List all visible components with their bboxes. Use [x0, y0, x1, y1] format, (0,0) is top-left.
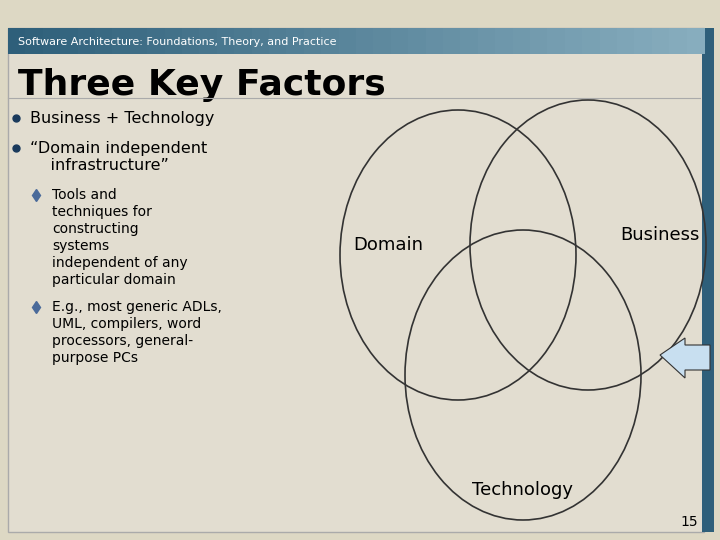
Text: Tools and: Tools and — [52, 188, 117, 202]
FancyBboxPatch shape — [356, 28, 374, 54]
Text: UML, compilers, word: UML, compilers, word — [52, 317, 202, 331]
FancyBboxPatch shape — [287, 28, 305, 54]
Text: Business: Business — [621, 226, 700, 244]
FancyBboxPatch shape — [600, 28, 618, 54]
FancyBboxPatch shape — [582, 28, 600, 54]
FancyBboxPatch shape — [443, 28, 461, 54]
Text: systems: systems — [52, 239, 109, 253]
FancyBboxPatch shape — [408, 28, 426, 54]
FancyBboxPatch shape — [199, 28, 217, 54]
Text: “Domain independent: “Domain independent — [30, 140, 207, 156]
FancyBboxPatch shape — [530, 28, 548, 54]
FancyBboxPatch shape — [564, 28, 582, 54]
FancyBboxPatch shape — [460, 28, 478, 54]
FancyBboxPatch shape — [495, 28, 513, 54]
FancyBboxPatch shape — [652, 28, 670, 54]
Text: constructing: constructing — [52, 222, 139, 236]
FancyBboxPatch shape — [182, 28, 200, 54]
FancyBboxPatch shape — [147, 28, 165, 54]
FancyBboxPatch shape — [321, 28, 339, 54]
Text: Business + Technology: Business + Technology — [30, 111, 215, 125]
FancyBboxPatch shape — [95, 28, 113, 54]
FancyBboxPatch shape — [513, 28, 531, 54]
FancyBboxPatch shape — [617, 28, 635, 54]
Text: Three Key Factors: Three Key Factors — [18, 68, 386, 102]
FancyBboxPatch shape — [391, 28, 409, 54]
FancyBboxPatch shape — [669, 28, 687, 54]
Text: infrastructure”: infrastructure” — [30, 159, 169, 173]
FancyBboxPatch shape — [25, 28, 43, 54]
Text: purpose PCs: purpose PCs — [52, 351, 138, 365]
FancyBboxPatch shape — [130, 28, 148, 54]
FancyBboxPatch shape — [234, 28, 252, 54]
FancyBboxPatch shape — [8, 28, 704, 532]
FancyBboxPatch shape — [165, 28, 182, 54]
FancyBboxPatch shape — [687, 28, 704, 54]
FancyBboxPatch shape — [269, 28, 287, 54]
FancyBboxPatch shape — [702, 28, 714, 532]
Text: techniques for: techniques for — [52, 205, 152, 219]
Text: Domain: Domain — [353, 236, 423, 254]
FancyBboxPatch shape — [8, 28, 26, 54]
FancyBboxPatch shape — [634, 28, 652, 54]
FancyBboxPatch shape — [251, 28, 269, 54]
Text: processors, general-: processors, general- — [52, 334, 193, 348]
Text: Software Architecture: Foundations, Theory, and Practice: Software Architecture: Foundations, Theo… — [18, 37, 336, 47]
FancyBboxPatch shape — [304, 28, 322, 54]
Text: E.g., most generic ADLs,: E.g., most generic ADLs, — [52, 300, 222, 314]
FancyBboxPatch shape — [112, 28, 130, 54]
Text: particular domain: particular domain — [52, 273, 176, 287]
FancyBboxPatch shape — [426, 28, 444, 54]
FancyBboxPatch shape — [42, 28, 60, 54]
FancyBboxPatch shape — [78, 28, 96, 54]
FancyBboxPatch shape — [547, 28, 565, 54]
FancyBboxPatch shape — [374, 28, 391, 54]
FancyBboxPatch shape — [338, 28, 356, 54]
FancyBboxPatch shape — [478, 28, 495, 54]
FancyBboxPatch shape — [217, 28, 235, 54]
Text: Technology: Technology — [472, 481, 574, 499]
FancyBboxPatch shape — [60, 28, 78, 54]
Polygon shape — [660, 338, 710, 378]
Text: 15: 15 — [680, 515, 698, 529]
Text: independent of any: independent of any — [52, 256, 188, 270]
